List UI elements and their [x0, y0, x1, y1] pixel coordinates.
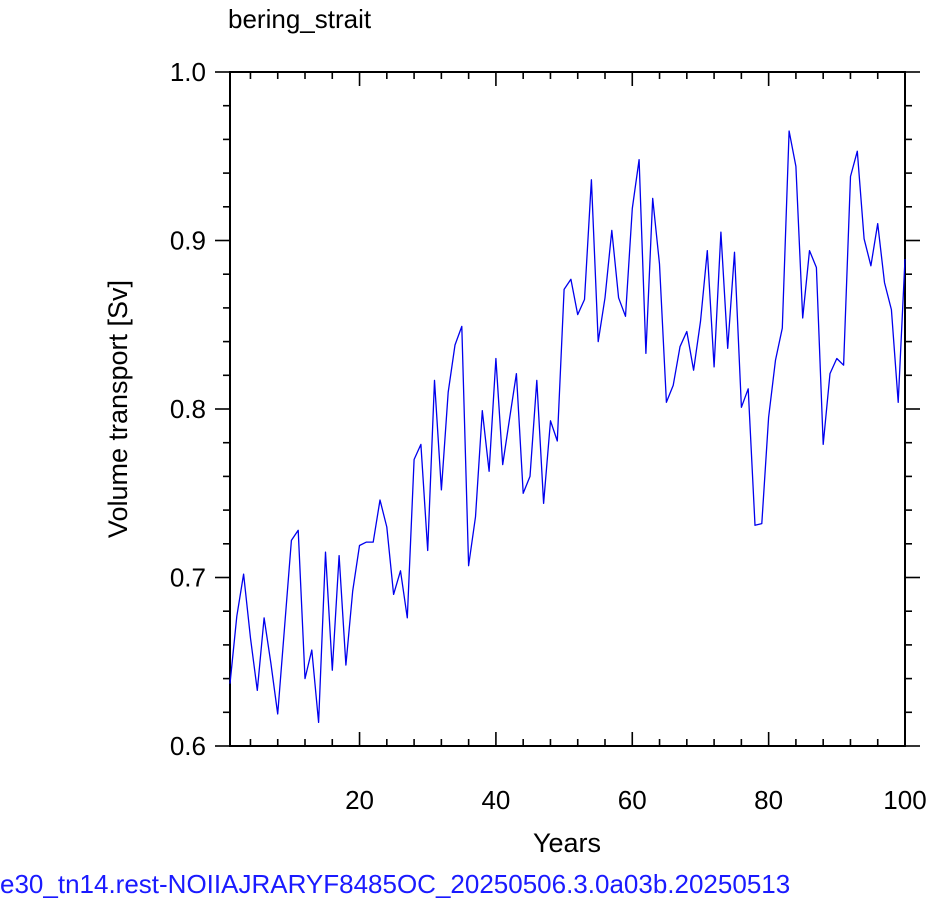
x-tick-label: 80 — [754, 785, 783, 815]
series-line — [229, 130, 906, 724]
chart-title: bering_strait — [228, 4, 372, 34]
x-tick-label: 40 — [481, 785, 510, 815]
y-tick-label: 0.8 — [170, 394, 206, 424]
y-axis-label: Volume transport [Sv] — [103, 280, 133, 538]
y-tick-label: 0.6 — [170, 731, 206, 761]
y-tick-label: 1.0 — [170, 57, 206, 87]
x-tick-label: 60 — [618, 785, 647, 815]
x-tick-label: 20 — [345, 785, 374, 815]
tick-labels: 20 40 60 80 100 0.6 0.7 0.8 0.9 1.0 — [170, 57, 927, 815]
y-tick-label: 0.7 — [170, 563, 206, 593]
axis-ticks — [215, 71, 920, 747]
x-tick-label: 100 — [883, 785, 926, 815]
run-caption: e30_tn14.rest-NOIIAJRARYF8485OC_20250506… — [0, 869, 791, 899]
y-tick-label: 0.9 — [170, 226, 206, 256]
x-axis-label: Years — [533, 828, 601, 858]
